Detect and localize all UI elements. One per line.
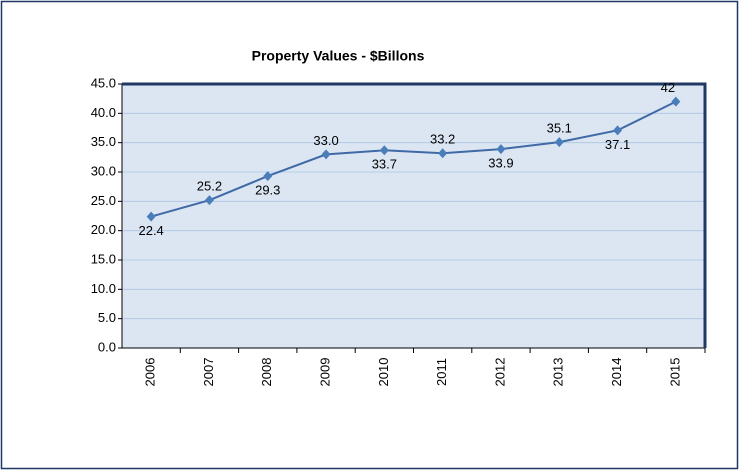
x-tick-label: 2008 xyxy=(259,358,274,387)
marker xyxy=(671,96,681,107)
chart-title: Property Values - $Billons xyxy=(252,48,425,64)
data-label: 35.1 xyxy=(547,121,572,136)
y-tick-label: 25.0 xyxy=(91,193,116,208)
data-label: 37.1 xyxy=(605,137,630,152)
x-tick-label: 2012 xyxy=(492,358,507,387)
marker xyxy=(554,137,564,148)
x-tick-label: 2007 xyxy=(201,358,216,387)
data-label: 33.9 xyxy=(488,156,513,171)
y-tick-label: 0.0 xyxy=(98,339,116,354)
x-tick-label: 2011 xyxy=(434,358,449,386)
data-label: 29.3 xyxy=(255,183,280,198)
marker xyxy=(263,171,273,182)
y-tick-label: 20.0 xyxy=(91,222,116,237)
marker xyxy=(379,145,389,156)
marker xyxy=(146,211,156,222)
data-label: 33.7 xyxy=(372,157,397,172)
line xyxy=(150,100,677,218)
y-tick-label: 40.0 xyxy=(91,105,116,120)
data-label: 33.0 xyxy=(313,133,338,148)
y-tick-label: 35.0 xyxy=(91,134,116,149)
data-label: 22.4 xyxy=(138,223,163,238)
x-tick-label: 2010 xyxy=(376,358,391,387)
marker xyxy=(204,195,214,206)
marker xyxy=(496,144,506,155)
x-tick-label: 2009 xyxy=(317,358,332,387)
x-tick-label: 2015 xyxy=(667,358,682,387)
marker xyxy=(438,148,448,159)
data-label: 33.2 xyxy=(430,132,455,147)
x-tick-label: 2006 xyxy=(143,358,158,387)
data-label: 42 xyxy=(661,80,675,95)
y-tick-label: 15.0 xyxy=(91,251,116,266)
marker xyxy=(613,125,623,136)
y-tick-label: 10.0 xyxy=(91,281,116,296)
marker xyxy=(321,149,331,160)
x-tick-label: 2014 xyxy=(609,358,624,387)
data-label: 25.2 xyxy=(197,179,222,194)
plot-area xyxy=(122,84,705,348)
plot-border xyxy=(122,82,707,348)
y-tick-label: 5.0 xyxy=(98,310,116,325)
y-tick-label: 30.0 xyxy=(91,163,116,178)
x-tick-label: 2013 xyxy=(551,358,566,387)
y-tick-label: 45.0 xyxy=(91,75,116,90)
